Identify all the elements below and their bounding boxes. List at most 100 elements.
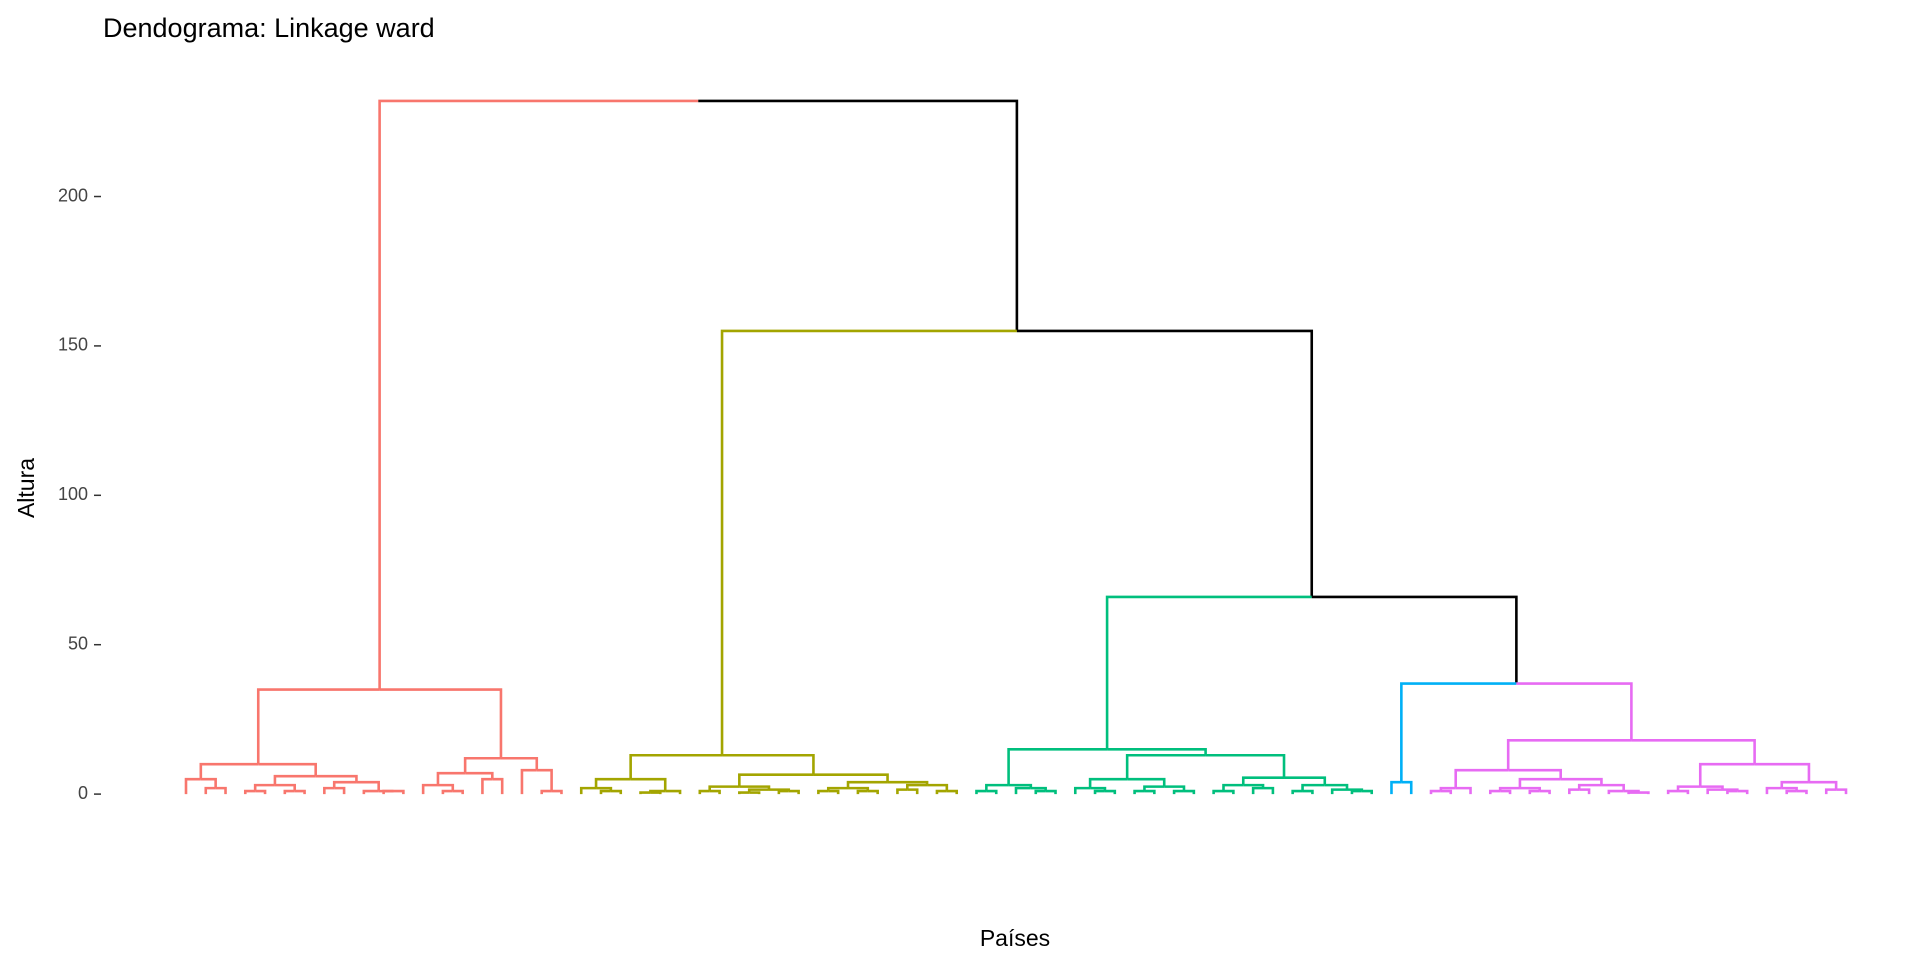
dendrogram-branch — [639, 791, 651, 795]
dendrogram-branch — [362, 789, 379, 795]
dendrogram-branch — [1638, 791, 1650, 795]
dendrogram-branch — [1455, 786, 1472, 795]
dendrogram-branch — [828, 789, 840, 795]
dendrogram-branch — [253, 783, 275, 792]
dendrogram-branch — [1506, 739, 1632, 771]
dendrogram-branch — [1401, 780, 1413, 795]
dendrogram-branch — [1706, 788, 1723, 795]
y-tick-label: 200 — [58, 185, 88, 205]
dendrogram-branch — [215, 786, 227, 795]
dendrogram-branch — [1007, 747, 1108, 786]
dendrogram-branch — [436, 771, 466, 786]
dendrogram-branch — [975, 789, 987, 795]
dendrogram-branch — [986, 789, 998, 795]
dendrogram-branch — [846, 780, 888, 789]
dendrogram-branch — [630, 777, 667, 792]
dendrogram-branch — [1836, 788, 1848, 795]
dendrogram-branch — [1222, 783, 1244, 792]
dendrogram-branch — [1263, 786, 1275, 795]
dendrogram-branch — [720, 329, 1017, 756]
dendrogram-branch — [1560, 777, 1603, 786]
dendrogram-branch — [334, 786, 346, 795]
dendrogram-branch — [1500, 789, 1512, 795]
dendrogram-branch — [594, 777, 631, 789]
dendrogram-branch — [536, 768, 553, 792]
dendrogram-branch — [463, 756, 501, 774]
dendrogram-branch — [749, 791, 761, 795]
dendrogram-branch — [867, 789, 879, 795]
dendrogram-branch — [1045, 789, 1057, 795]
dendrogram-branch — [540, 789, 552, 795]
dendrogram-branch — [274, 783, 296, 792]
dendrogram-branch — [1627, 791, 1639, 795]
dendrogram-branch — [379, 688, 503, 759]
dendrogram-branch — [738, 791, 750, 795]
dendrogram-branch — [378, 99, 699, 690]
dendrogram-branch — [520, 768, 537, 795]
y-tick-label: 50 — [68, 633, 88, 653]
dendrogram-branch — [258, 762, 317, 777]
dendrogram-branch — [698, 99, 1019, 331]
dendrogram-branch — [610, 789, 623, 795]
dendrogram-branch — [708, 785, 740, 792]
dendrogram-branch — [465, 771, 494, 780]
dendrogram-branch — [599, 789, 611, 795]
dendrogram-branch — [788, 789, 800, 795]
y-axis-label: Altura — [13, 458, 39, 518]
dendrogram-branch — [1539, 789, 1551, 795]
dendrogram-branch — [1488, 789, 1501, 795]
dendrogram-branch — [421, 783, 438, 795]
dendrogram-branch — [1361, 789, 1374, 795]
dendrogram-branch — [500, 756, 539, 771]
dendrogram-branch — [1676, 785, 1701, 792]
dendrogram-branch — [1133, 789, 1145, 795]
dendrogram-branch — [551, 789, 563, 795]
dendrogram-branch — [629, 753, 723, 780]
dendrogram-branch — [722, 753, 815, 775]
dendrogram-branch — [856, 789, 868, 795]
dendrogram-branch — [738, 773, 814, 787]
dendrogram-branch — [1518, 777, 1561, 789]
y-tick-label: 150 — [58, 335, 88, 355]
dendrogram-branch — [315, 774, 358, 783]
dendrogram-branch — [650, 791, 662, 795]
dendrogram-branch — [1212, 789, 1224, 795]
dendrogram-branch — [946, 789, 959, 795]
dendrogram-branch — [1014, 786, 1031, 795]
dendrogram-branch — [1205, 753, 1286, 778]
dendrogram-branch — [985, 783, 1009, 792]
dendrogram-branch — [1577, 783, 1602, 790]
dendrogram-branch — [1034, 789, 1046, 795]
dendrogram-branch — [1726, 789, 1738, 795]
dendrogram-branch — [1400, 682, 1517, 783]
dendrogram-branch — [492, 777, 504, 795]
x-axis-label: Países — [980, 925, 1050, 951]
dendrogram-branch — [294, 789, 306, 795]
dendrogram-branch — [283, 789, 295, 795]
dendrogram-branch — [393, 789, 405, 795]
dendrogram-branch — [1284, 776, 1327, 786]
y-tick-label: 100 — [58, 484, 88, 504]
dendrogram-branch — [1301, 783, 1325, 792]
dendrogram-branch — [199, 762, 259, 780]
dendrogram-branch — [1516, 682, 1633, 741]
dendrogram-branch — [1330, 788, 1348, 795]
dendrogram-branch — [665, 789, 682, 795]
dendrogram-branch — [332, 780, 357, 789]
dendrogram-branch — [1698, 762, 1755, 787]
dendrogram-branch — [184, 777, 201, 795]
dendrogram-branch — [906, 783, 928, 790]
dendrogram-branch — [1125, 753, 1206, 780]
dendrogram-branch — [579, 786, 597, 795]
dendrogram-branch — [698, 789, 710, 795]
dendrogram-branch — [481, 777, 493, 795]
dendrogram-branch — [1601, 783, 1625, 792]
dendrogram-branch — [1183, 789, 1196, 795]
dendrogram-branch — [256, 688, 380, 765]
dendrogram-branch — [1440, 789, 1453, 795]
dendrogram-branch — [1568, 788, 1580, 795]
dendrogram-branch — [1164, 785, 1186, 792]
dendrogram-branch — [935, 789, 947, 795]
dendrogram-branch — [1666, 789, 1679, 795]
dendrogram-branch — [1350, 789, 1362, 795]
